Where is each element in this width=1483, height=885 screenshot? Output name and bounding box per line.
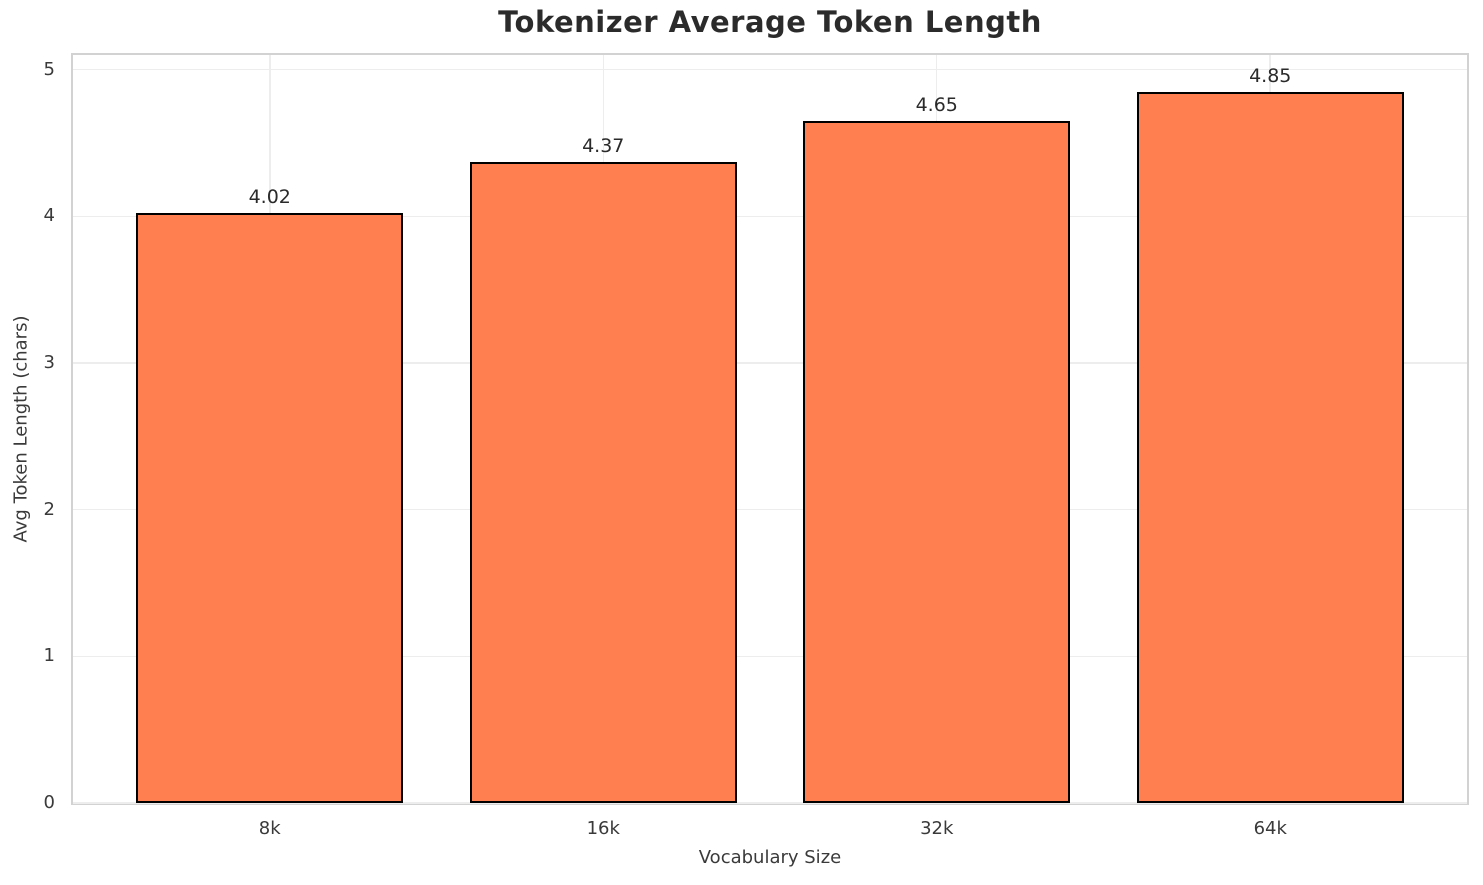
- bar: [136, 213, 404, 803]
- h-gridline: [73, 508, 1467, 511]
- x-tick-label: 8k: [258, 818, 281, 839]
- h-gridline: [73, 655, 1467, 658]
- x-axis-label: Vocabulary Size: [698, 847, 842, 868]
- bar: [469, 162, 737, 803]
- x-tick-label: 64k: [1253, 818, 1287, 839]
- plot-area: 4.02 4.37 4.65 4.85: [71, 53, 1469, 805]
- x-tick-label: 32k: [920, 818, 954, 839]
- y-tick-label: 4: [43, 205, 55, 227]
- h-gridline: [73, 215, 1467, 218]
- bar: [1136, 91, 1404, 803]
- bar-value-label: 4.85: [1249, 64, 1292, 87]
- h-gridline: [73, 68, 1467, 71]
- h-gridline: [73, 802, 1467, 804]
- bar-value-label: 4.02: [248, 186, 291, 209]
- y-tick-label: 3: [43, 352, 55, 373]
- h-gridline: [73, 362, 1467, 364]
- chart-title: Tokenizer Average Token Length: [498, 5, 1042, 39]
- y-tick-label: 1: [43, 645, 55, 667]
- bar-value-label: 4.65: [915, 94, 958, 116]
- bar: [803, 121, 1071, 803]
- y-tick-label: 2: [43, 498, 55, 520]
- y-tick-label: 5: [43, 58, 55, 80]
- x-tick-label: 16k: [586, 818, 620, 839]
- y-tick-label: 0: [43, 792, 55, 813]
- bar-value-label: 4.37: [582, 135, 625, 158]
